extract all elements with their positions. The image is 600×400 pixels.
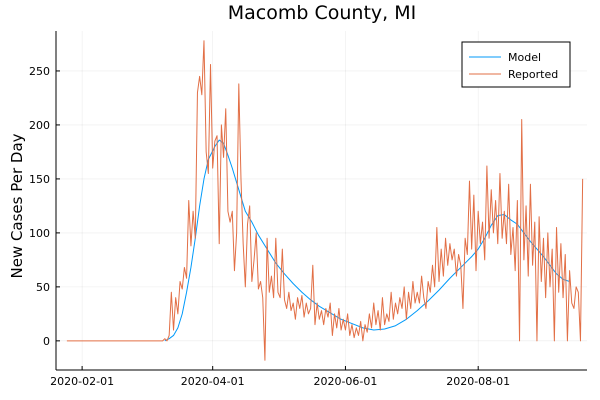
y-tick-label: 100: [29, 227, 50, 240]
x-tick-label: 2020-02-01: [50, 375, 114, 388]
legend-label-model: Model: [508, 51, 541, 64]
y-axis-title: New Cases Per Day: [8, 133, 26, 278]
legend-box: [461, 41, 571, 88]
y-tick-label: 50: [36, 281, 50, 294]
series-line-reported: [66, 40, 584, 361]
y-tick-label: 0: [43, 335, 50, 348]
series-layer: [66, 40, 584, 361]
y-tick-label: 200: [29, 119, 50, 132]
chart-title: Macomb County, MI: [228, 2, 416, 24]
x-tick-label: 2020-08-01: [446, 375, 510, 388]
y-tick-label: 150: [29, 173, 50, 186]
axes: 2020-02-01 2020-04-01 2020-06-01 2020-08-01…: [29, 31, 587, 388]
y-tick-label: 250: [29, 65, 50, 78]
x-tick-label: 2020-04-01: [181, 375, 245, 388]
legend-label-reported: Reported: [508, 68, 558, 81]
legend: Model Reported: [461, 41, 571, 88]
x-tick-label: 2020-06-01: [313, 375, 377, 388]
